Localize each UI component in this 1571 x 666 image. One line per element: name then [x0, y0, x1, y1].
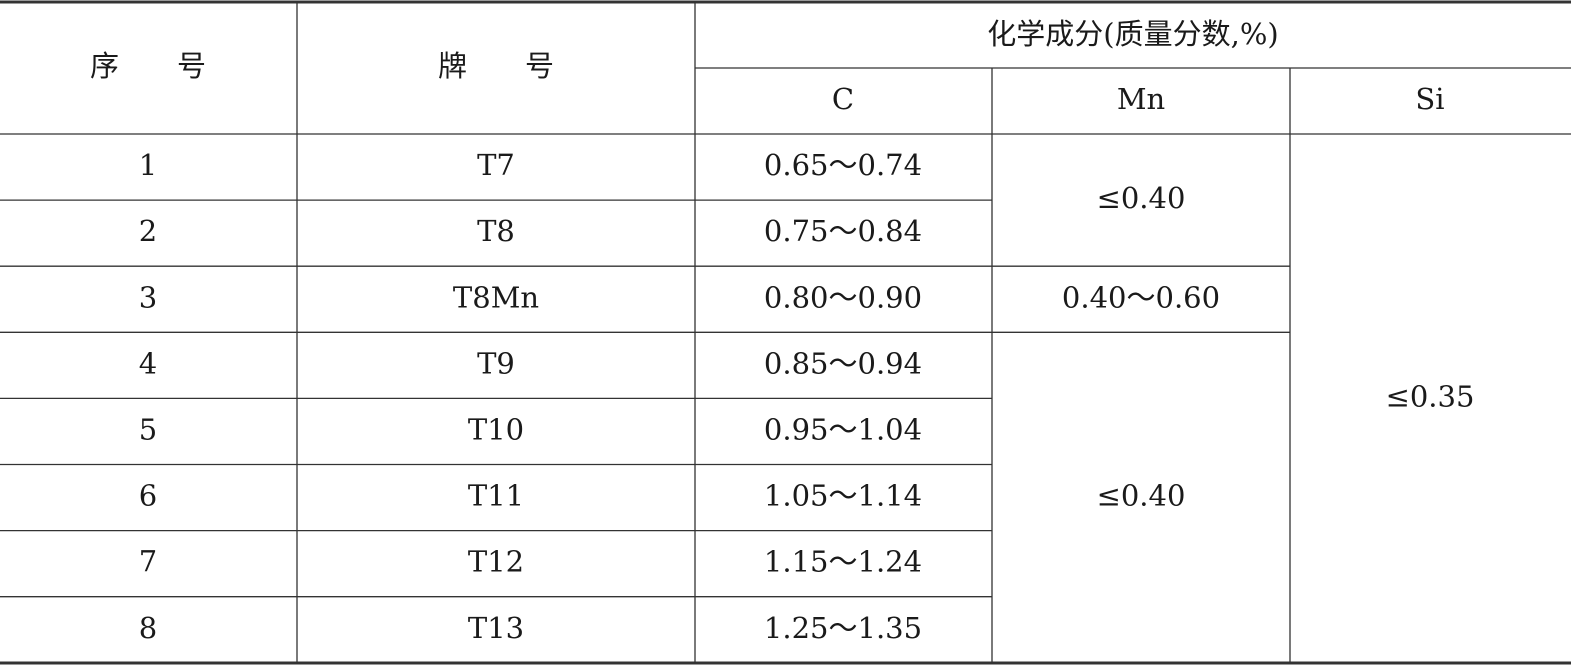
cell: T8Mn [453, 280, 539, 314]
header-cell: 牌 号 [438, 49, 554, 83]
cell: T7 [477, 148, 515, 182]
cell: 0.85～0.94 [764, 346, 922, 380]
cell: 7 [139, 545, 157, 579]
header-cell: 序 号 [90, 49, 206, 83]
cell: T12 [468, 545, 524, 579]
cell: T11 [468, 479, 524, 513]
cell: ≤0.35 [1386, 379, 1475, 413]
cell: 1.05～1.14 [764, 479, 922, 513]
cell: T8 [477, 214, 515, 248]
cell: 6 [139, 479, 157, 513]
cell: T10 [468, 412, 524, 446]
cell: 1 [139, 148, 157, 182]
cell: ≤0.40 [1097, 479, 1186, 513]
header-cell: C [832, 82, 854, 116]
cell: 2 [139, 214, 157, 248]
cell: 0.75～0.84 [764, 214, 922, 248]
header-cell: 化学成分(质量分数,%) [987, 17, 1278, 51]
cell: 1.25～1.35 [764, 611, 922, 645]
cell: 4 [139, 346, 157, 380]
cell: 8 [139, 611, 157, 645]
cell: T9 [477, 346, 515, 380]
cell: 0.65～0.74 [764, 148, 922, 182]
cell: 1.15～1.24 [764, 545, 922, 579]
cell: T13 [468, 611, 524, 645]
cell: 5 [139, 412, 157, 446]
header-cell: Si [1415, 82, 1444, 116]
cell: 0.40～0.60 [1062, 280, 1220, 314]
cell: 0.80～0.90 [764, 280, 922, 314]
cell: ≤0.40 [1097, 181, 1186, 215]
cell: 3 [139, 280, 157, 314]
header-cell: Mn [1117, 82, 1165, 116]
cell: 0.95～1.04 [764, 412, 922, 446]
